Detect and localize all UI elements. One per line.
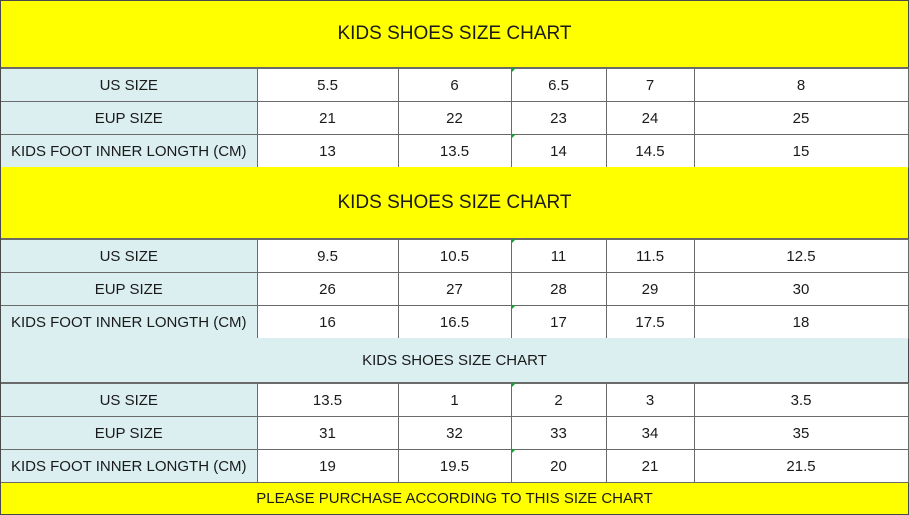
table-row: KIDS FOOT INNER LONGTH (CM) 16 16.5 17 1…	[1, 305, 909, 339]
cell: 11	[510, 239, 607, 273]
cell: 32	[397, 416, 512, 450]
cell: 27	[397, 272, 512, 306]
section-3-title: KIDS SHOES SIZE CHART	[1, 338, 908, 383]
cell: 21	[605, 449, 695, 483]
cell: 23	[510, 101, 607, 135]
cell: 24	[605, 101, 695, 135]
cell: 29	[605, 272, 695, 306]
section-2-table: US SIZE 9.5 10.5 11 11.5 12.5 EUP SIZE 2…	[1, 239, 909, 339]
cell: 34	[605, 416, 695, 450]
cell: 14	[510, 134, 607, 168]
section-1-table: US SIZE 5.5 6 6.5 7 8 EUP SIZE 21 22 23 …	[1, 68, 909, 168]
table-row: US SIZE 5.5 6 6.5 7 8	[1, 68, 909, 102]
cell: 17.5	[605, 305, 695, 339]
section-2-title: KIDS SHOES SIZE CHART	[1, 167, 908, 239]
cell: 5.5	[256, 68, 399, 102]
cell: 21.5	[693, 449, 909, 483]
cell: 19.5	[397, 449, 512, 483]
cell: 6	[397, 68, 512, 102]
row-label: EUP SIZE	[1, 272, 258, 306]
cell: 2	[510, 383, 607, 417]
section-3-table: US SIZE 13.5 1 2 3 3.5 4 EUP SIZE 31 32 …	[1, 383, 909, 483]
cell: 20	[510, 449, 607, 483]
cell: 31	[256, 416, 399, 450]
cell: 13	[256, 134, 399, 168]
cell: 13.5	[397, 134, 512, 168]
cell: 16.5	[397, 305, 512, 339]
cell: 8	[693, 68, 909, 102]
cell: 11.5	[605, 239, 695, 273]
cell: 6.5	[510, 68, 607, 102]
table-row: KIDS FOOT INNER LONGTH (CM) 19 19.5 20 2…	[1, 449, 909, 483]
section-1-title: KIDS SHOES SIZE CHART	[1, 1, 908, 68]
cell: 3	[605, 383, 695, 417]
cell: 16	[256, 305, 399, 339]
row-label: EUP SIZE	[1, 416, 258, 450]
cell: 9.5	[256, 239, 399, 273]
purchase-note: PLEASE PURCHASE ACCORDING TO THIS SIZE C…	[1, 482, 908, 514]
row-label: KIDS FOOT INNER LONGTH (CM)	[1, 449, 258, 483]
table-row: US SIZE 9.5 10.5 11 11.5 12.5	[1, 239, 909, 273]
cell: 26	[256, 272, 399, 306]
cell: 12.5	[693, 239, 909, 273]
row-label: US SIZE	[1, 68, 258, 102]
cell: 17	[510, 305, 607, 339]
cell: 28	[510, 272, 607, 306]
cell: 21	[256, 101, 399, 135]
cell: 3.5	[693, 383, 909, 417]
cell: 25	[693, 101, 909, 135]
cell: 30	[693, 272, 909, 306]
row-label: US SIZE	[1, 383, 258, 417]
cell: 10.5	[397, 239, 512, 273]
cell: 7	[605, 68, 695, 102]
row-label: EUP SIZE	[1, 101, 258, 135]
cell: 19	[256, 449, 399, 483]
table-row: EUP SIZE 26 27 28 29 30	[1, 272, 909, 306]
table-row: US SIZE 13.5 1 2 3 3.5 4	[1, 383, 909, 417]
cell: 1	[397, 383, 512, 417]
cell: 18	[693, 305, 909, 339]
row-label: KIDS FOOT INNER LONGTH (CM)	[1, 134, 258, 168]
table-row: EUP SIZE 31 32 33 34 35 36	[1, 416, 909, 450]
cell: 15	[693, 134, 909, 168]
cell: 35	[693, 416, 909, 450]
cell: 13.5	[256, 383, 399, 417]
table-row: EUP SIZE 21 22 23 24 25	[1, 101, 909, 135]
cell: 22	[397, 101, 512, 135]
cell: 33	[510, 416, 607, 450]
row-label: KIDS FOOT INNER LONGTH (CM)	[1, 305, 258, 339]
table-row: KIDS FOOT INNER LONGTH (CM) 13 13.5 14 1…	[1, 134, 909, 168]
cell: 14.5	[605, 134, 695, 168]
row-label: US SIZE	[1, 239, 258, 273]
